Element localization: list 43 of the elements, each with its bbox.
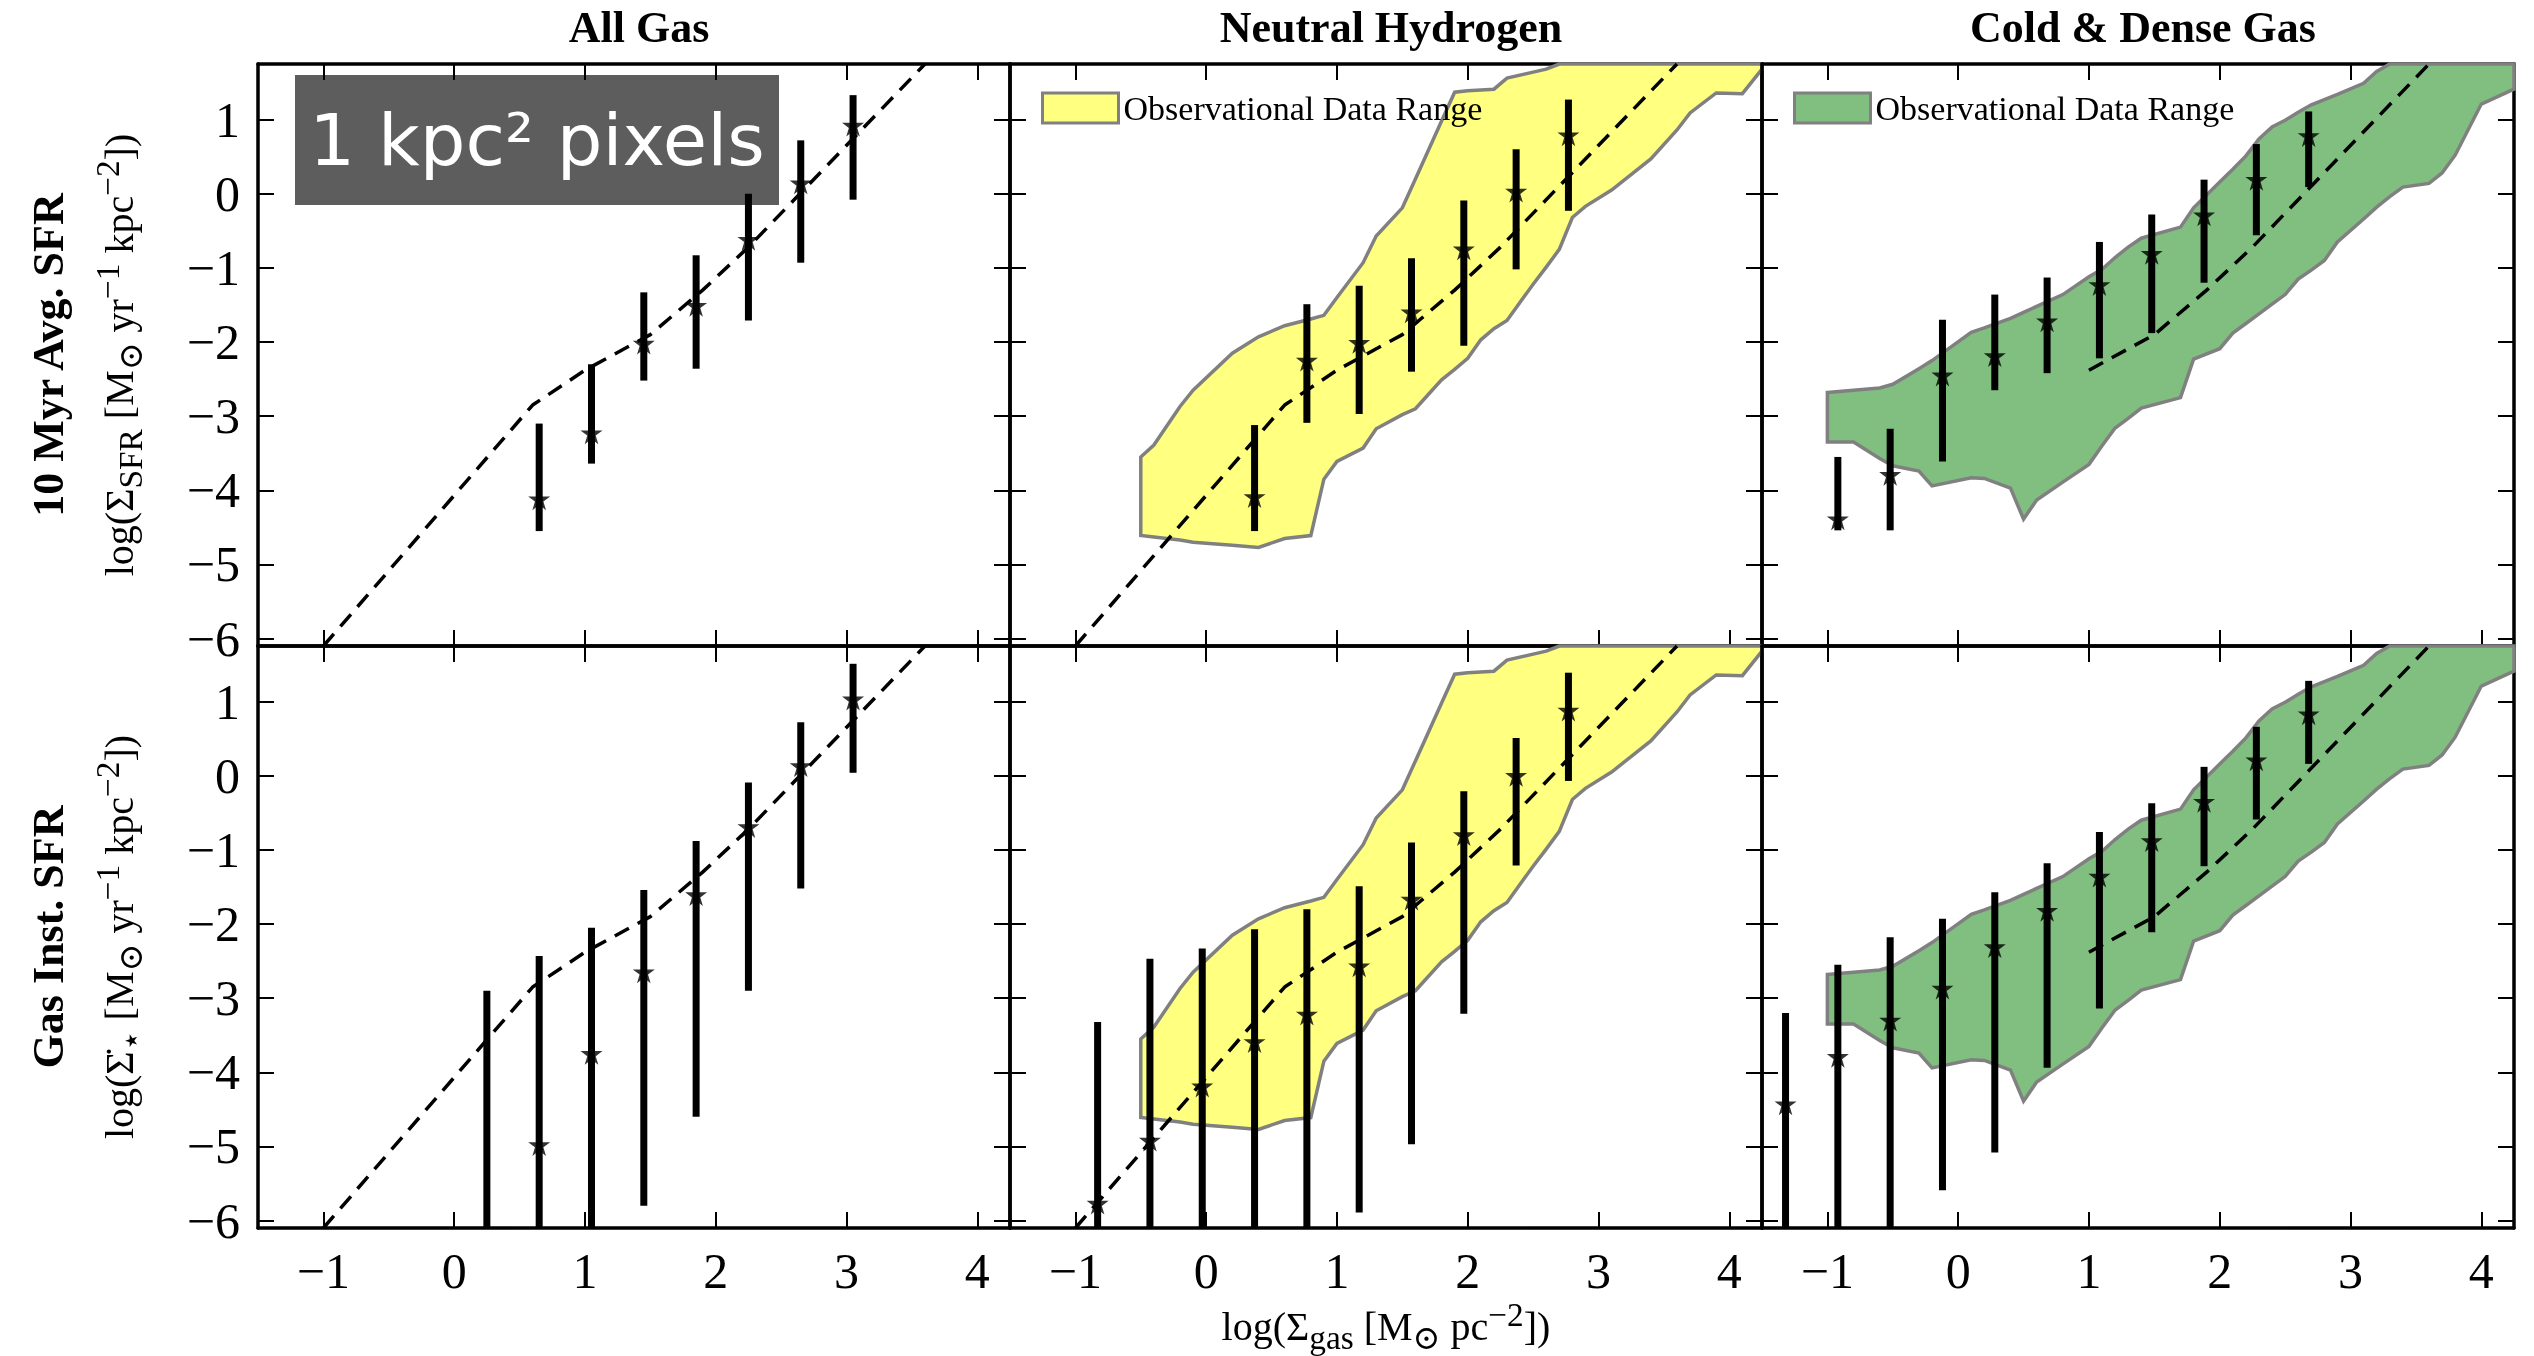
y-tick-label: 0 [215, 165, 240, 222]
y-tick-label: −5 [186, 536, 240, 593]
x-tick-label: −1 [296, 1243, 350, 1299]
legend-label: Observational Data Range [1123, 89, 1483, 127]
chart-title: Neutral Hydrogen [1219, 2, 1563, 52]
y-tick-label: −1 [186, 821, 240, 878]
x-tick-label: 0 [1193, 1243, 1219, 1299]
x-tick-label: 2 [703, 1243, 729, 1299]
legend-label: Observational Data Range [1875, 89, 2235, 127]
chart-title: All Gas [568, 2, 710, 52]
y-tick-label: −3 [186, 388, 240, 445]
y-tick-label: −4 [186, 462, 240, 519]
y-tick-label: 1 [215, 673, 240, 730]
y-tick-label: 0 [215, 747, 240, 804]
y-tick-label: −2 [186, 314, 240, 371]
y-tick-label: −2 [186, 896, 240, 953]
x-tick-label: 3 [834, 1243, 860, 1299]
x-tick-label: 1 [1324, 1243, 1350, 1299]
y-tick-label: −4 [186, 1044, 240, 1101]
x-tick-label: 4 [964, 1243, 990, 1299]
x-tick-label: 3 [2338, 1243, 2364, 1299]
x-tick-label: 4 [1716, 1243, 1742, 1299]
x-tick-label: −1 [1800, 1243, 1854, 1299]
y-tick-label: −3 [186, 970, 240, 1027]
x-tick-label: 2 [2207, 1243, 2233, 1299]
annotation: 1 kpc² pixels [309, 98, 765, 182]
x-tick-label: 1 [572, 1243, 598, 1299]
y-tick-label: −1 [186, 239, 240, 296]
y-tick-label: −5 [186, 1118, 240, 1175]
x-tick-label: 0 [441, 1243, 467, 1299]
x-tick-label: 0 [1945, 1243, 1971, 1299]
x-axis-title: log(Σ$_{gas}$ [M$_{⊙}$ pc$^{−2}$]) [1221, 1296, 1551, 1356]
x-tick-label: 4 [2468, 1243, 2494, 1299]
y-tick-label: −6 [186, 610, 240, 667]
x-tick-label: 2 [1455, 1243, 1481, 1299]
text: 10 Myr Avg. SFR [23, 192, 73, 517]
text: Gas Inst. SFR [23, 804, 73, 1069]
chart-title: Cold & Dense Gas [1970, 2, 2316, 52]
y-tick-label: 1 [215, 91, 240, 148]
x-tick-label: 1 [2076, 1243, 2102, 1299]
x-tick-label: −1 [1048, 1243, 1102, 1299]
y-tick-label: −6 [186, 1192, 240, 1249]
x-tick-label: 3 [1586, 1243, 1612, 1299]
